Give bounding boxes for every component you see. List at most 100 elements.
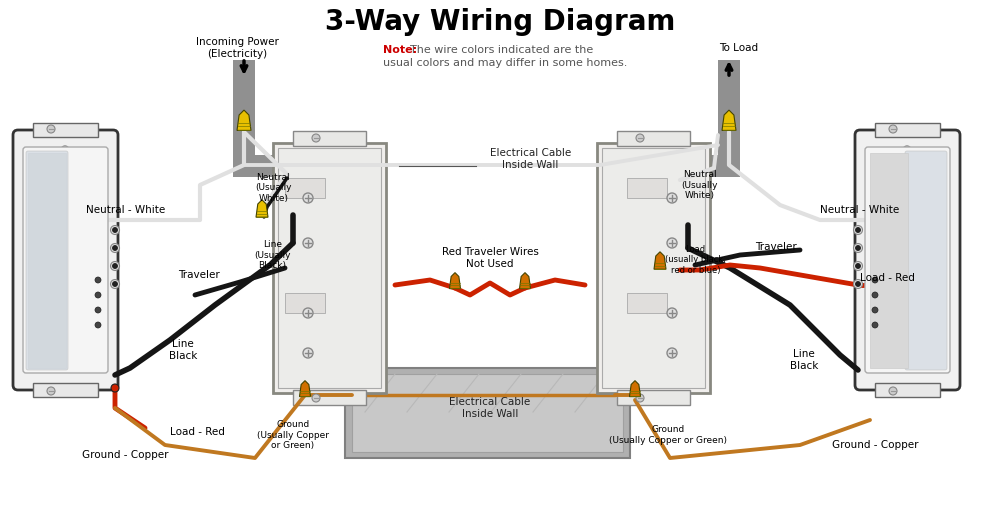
Circle shape — [95, 307, 101, 313]
Bar — [597, 143, 710, 393]
Polygon shape — [722, 110, 736, 130]
Bar — [617, 131, 690, 146]
Bar — [602, 148, 705, 388]
Circle shape — [47, 387, 55, 395]
Text: 3-Way Wiring Diagram: 3-Way Wiring Diagram — [325, 8, 675, 36]
Circle shape — [111, 384, 119, 392]
Circle shape — [872, 277, 878, 283]
Text: Ground
(Usually Copper
or Green): Ground (Usually Copper or Green) — [257, 420, 329, 450]
Bar — [610, 155, 740, 177]
Bar — [285, 178, 325, 198]
Text: Ground - Copper: Ground - Copper — [82, 450, 168, 460]
Polygon shape — [630, 381, 640, 396]
Circle shape — [112, 245, 118, 250]
Text: Line
Black: Line Black — [169, 339, 197, 361]
Bar — [870, 153, 908, 368]
FancyBboxPatch shape — [26, 151, 68, 370]
Bar — [875, 123, 940, 137]
Text: The wire colors indicated are the: The wire colors indicated are the — [410, 45, 593, 55]
Circle shape — [112, 227, 118, 232]
Text: Note:: Note: — [383, 45, 417, 55]
FancyBboxPatch shape — [13, 130, 118, 390]
FancyBboxPatch shape — [855, 130, 960, 390]
Bar — [627, 293, 667, 313]
Text: Neutral
(Usually
White): Neutral (Usually White) — [255, 173, 292, 203]
Circle shape — [856, 281, 860, 286]
Text: Ground
(Usually Copper or Green): Ground (Usually Copper or Green) — [609, 425, 727, 445]
Circle shape — [854, 262, 862, 271]
Text: usual colors and may differ in some homes.: usual colors and may differ in some home… — [383, 58, 627, 68]
Circle shape — [636, 134, 644, 142]
Circle shape — [303, 308, 313, 318]
Bar — [233, 155, 363, 177]
Text: Line
Black: Line Black — [790, 349, 818, 371]
Bar — [718, 60, 740, 170]
FancyBboxPatch shape — [905, 151, 947, 370]
Text: Load - Red: Load - Red — [860, 273, 915, 283]
Bar — [33, 383, 98, 397]
Text: Red Traveler Wires
Not Used: Red Traveler Wires Not Used — [442, 247, 538, 269]
Text: Neutral - White: Neutral - White — [86, 205, 165, 215]
Circle shape — [110, 262, 120, 271]
Bar — [627, 178, 667, 198]
Circle shape — [303, 238, 313, 248]
Circle shape — [312, 394, 320, 402]
Bar — [28, 153, 66, 368]
Circle shape — [667, 308, 677, 318]
Polygon shape — [237, 110, 251, 130]
Circle shape — [854, 243, 862, 252]
Circle shape — [872, 307, 878, 313]
Circle shape — [303, 348, 313, 358]
Circle shape — [854, 226, 862, 234]
Circle shape — [856, 264, 860, 269]
Circle shape — [667, 193, 677, 203]
Circle shape — [303, 193, 313, 203]
Bar — [285, 293, 325, 313]
Circle shape — [112, 264, 118, 269]
Text: Traveler: Traveler — [755, 242, 797, 252]
Circle shape — [47, 125, 55, 133]
Circle shape — [856, 245, 860, 250]
Polygon shape — [300, 381, 310, 396]
Text: Load - Red: Load - Red — [170, 427, 225, 437]
Circle shape — [854, 279, 862, 288]
Bar — [617, 390, 690, 405]
Circle shape — [110, 243, 120, 252]
Circle shape — [110, 226, 120, 234]
Text: Electrical Cable
Inside Wall: Electrical Cable Inside Wall — [449, 397, 531, 419]
Circle shape — [95, 277, 101, 283]
Polygon shape — [654, 252, 666, 269]
Bar — [278, 148, 381, 388]
Circle shape — [636, 394, 644, 402]
Text: To Load: To Load — [719, 43, 759, 53]
Circle shape — [667, 348, 677, 358]
Bar — [352, 374, 623, 452]
Circle shape — [312, 134, 320, 142]
Polygon shape — [256, 200, 268, 217]
Circle shape — [889, 125, 897, 133]
Text: Incoming Power
(Electricity): Incoming Power (Electricity) — [196, 37, 278, 59]
Bar — [33, 123, 98, 137]
Bar — [293, 131, 366, 146]
Bar — [345, 368, 630, 458]
Circle shape — [112, 281, 118, 286]
Circle shape — [110, 279, 120, 288]
Polygon shape — [450, 273, 460, 288]
Circle shape — [95, 322, 101, 328]
FancyBboxPatch shape — [865, 147, 950, 373]
Circle shape — [61, 146, 69, 154]
Bar — [233, 60, 255, 165]
Text: Neutral - White: Neutral - White — [820, 205, 899, 215]
Text: Line
(Usually
Black): Line (Usually Black) — [254, 240, 290, 270]
Text: Traveler: Traveler — [178, 270, 220, 280]
Circle shape — [872, 322, 878, 328]
Bar — [875, 383, 940, 397]
Text: Load
(usually black,
red or blue): Load (usually black, red or blue) — [665, 245, 726, 275]
Text: Ground - Copper: Ground - Copper — [832, 440, 918, 450]
Circle shape — [667, 238, 677, 248]
Circle shape — [903, 146, 911, 154]
Circle shape — [95, 292, 101, 298]
Polygon shape — [520, 273, 530, 288]
Circle shape — [872, 292, 878, 298]
Bar — [273, 143, 386, 393]
